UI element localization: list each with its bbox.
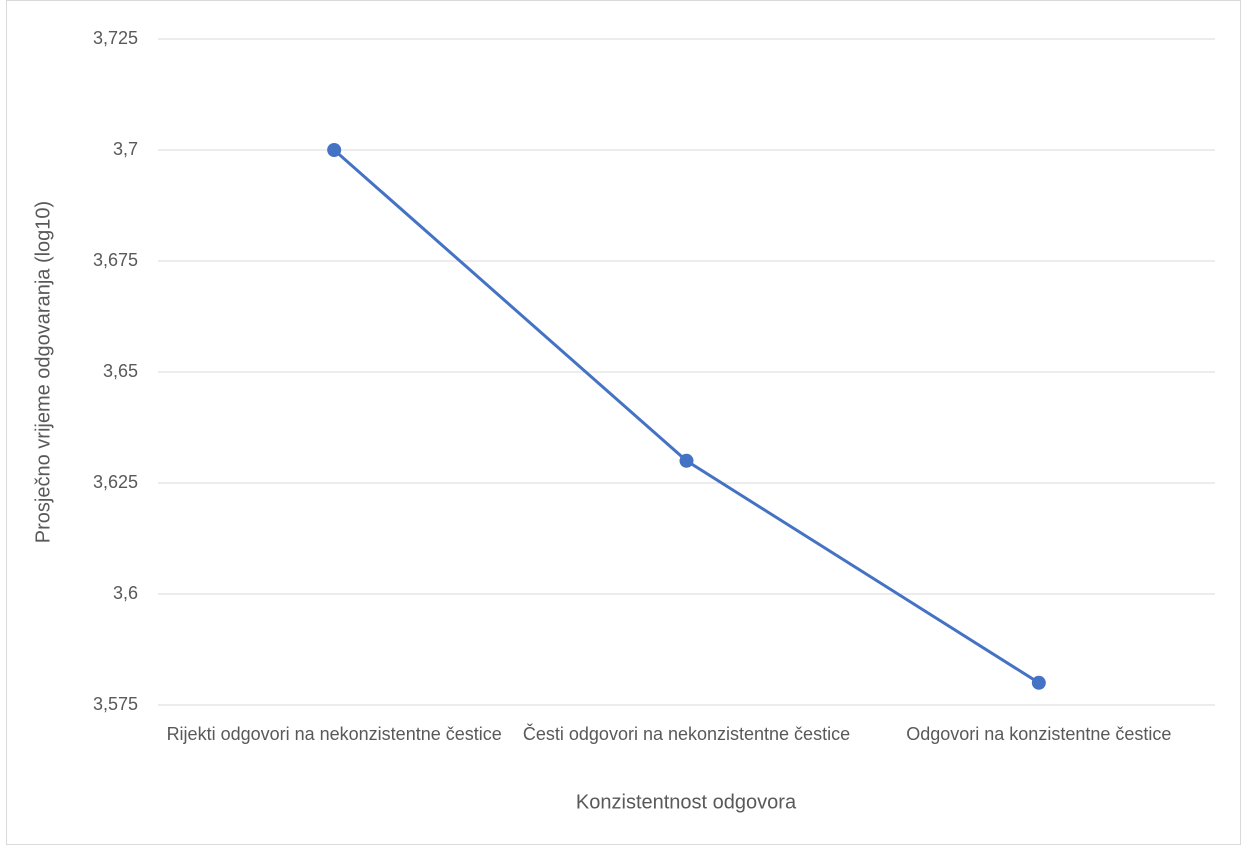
y-tick-label: 3,575 (93, 694, 138, 714)
y-tick-label: 3,625 (93, 472, 138, 492)
chart-border (6, 0, 1241, 845)
x-tick-label: Odgovori na konzistentne čestice (906, 724, 1172, 744)
y-tick-label: 3,675 (93, 250, 138, 270)
y-tick-label: 3,6 (113, 583, 138, 603)
marker (1031, 675, 1046, 690)
x-tick-label-box: Rijekti odgovori na nekonzistentne česti… (166, 724, 502, 744)
marker (679, 453, 694, 468)
marker (327, 143, 342, 157)
x-tick-label-box: Česti odgovori na nekonzistentne čestice (522, 724, 851, 744)
y-tick-label: 3,7 (113, 139, 138, 159)
x-axis-label: Konzistentnost odgovora (576, 791, 797, 813)
y-tick-label: 3,725 (93, 28, 138, 48)
x-tick-label: Rijekti odgovori na nekonzistentne česti… (166, 724, 502, 744)
y-axis-label: Prosječno vrijeme odgovaranja (log10) (32, 201, 54, 543)
x-tick-label-box: Odgovori na konzistentne čestice (906, 724, 1172, 744)
y-tick-label: 3,65 (103, 361, 138, 381)
x-tick-label: Česti odgovori na nekonzistentne čestice (522, 724, 851, 744)
